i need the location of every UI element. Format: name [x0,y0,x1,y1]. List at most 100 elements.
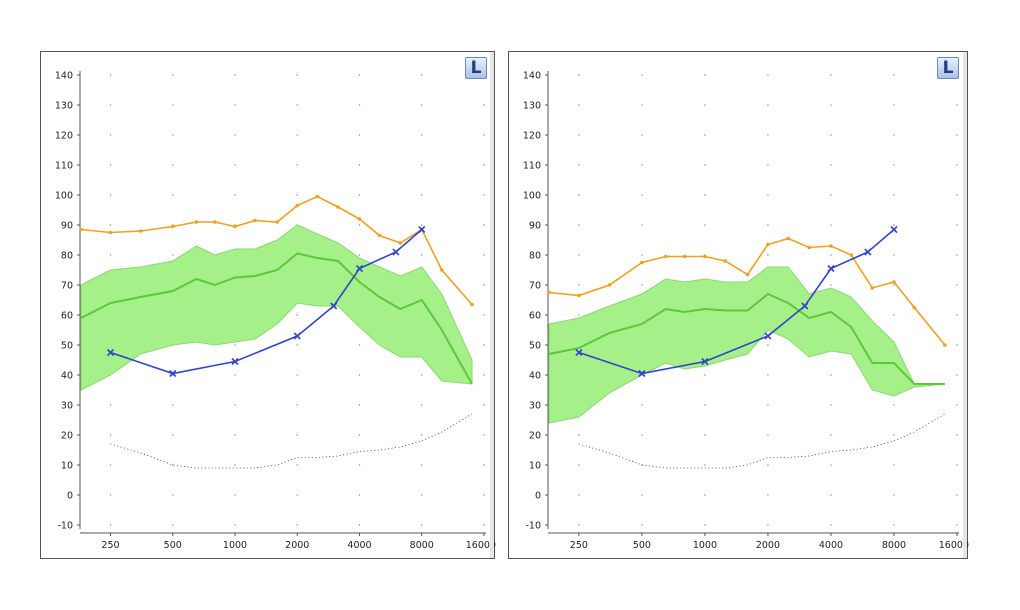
y-tick-label: 40 [529,371,541,382]
grid-dot [641,74,643,76]
y-tick-label: 10 [529,461,541,472]
grid-dot [421,104,423,106]
y-tick-label: 90 [529,221,541,232]
grid-dot [109,524,112,526]
grid-dot [234,74,236,76]
grid-dot [704,464,706,466]
orange-point [829,244,833,248]
x-tick-label: 4000 [347,540,371,551]
grid-dot [704,404,706,406]
orange-point [943,343,947,347]
grid-dot [172,254,174,256]
grid-dot [172,464,174,466]
grid-dot [704,434,706,436]
grid-dot [641,404,643,406]
orange-point [336,205,340,209]
output-orange-line [548,237,946,346]
grid-dot [956,134,958,136]
grid-dot [421,164,423,166]
grid-dot [109,164,112,166]
grid-dot [641,284,643,286]
grid-dot [296,494,298,496]
orange-point [766,242,770,247]
y-tick-label: 70 [529,281,541,292]
grid-dot [641,194,643,196]
grid-dot [704,374,706,376]
x-tick-label: 16000 [939,540,969,551]
grid-dot [421,434,423,436]
grid-dot [483,374,485,376]
grid-dot [421,74,423,76]
scrollbar-right[interactable] [963,52,967,558]
grid-dot [172,434,174,436]
chart-panel-left: 140 130 120 110 100 90 80 70 60 50 40 30 20 10 0 -10 250… [40,51,496,559]
grid-dot [578,524,580,526]
grid-dot [893,524,895,526]
grid-dot [296,524,298,526]
ear-badge-right[interactable]: L [937,57,959,79]
grid-dot [704,194,706,196]
grid-dot [956,314,958,316]
scrollbar-left[interactable] [490,52,494,558]
grid-dot [296,104,298,106]
grid-dot [956,164,958,166]
orange-point [138,229,143,233]
grid-dot [830,104,832,106]
y-tick-label: -10 [525,521,541,532]
grid-dot [704,134,706,136]
grid-dot [830,434,832,436]
grid-dot [893,494,895,496]
grid-dot [578,464,580,466]
grid-dot [767,104,769,106]
grid-dot [704,494,706,496]
grid-dot [578,224,580,226]
grid-dot [767,194,769,196]
y-tick-label: 120 [523,131,541,142]
grid-dot [704,74,706,76]
grid-dot [767,374,769,376]
grid-dot [893,194,895,196]
grid-dot [578,134,580,136]
ear-badge-left[interactable]: L [465,57,487,79]
grid-dot [172,164,174,166]
grid-dot [421,374,423,376]
orange-point [607,283,612,287]
orange-point [577,293,581,298]
orange-point [194,220,199,224]
y-tick-label: 110 [55,161,73,172]
grid-dot [578,434,580,436]
grid-dot [578,164,580,166]
grid-dot [421,194,423,196]
orange-point [682,254,687,259]
y-tick-label: 80 [61,251,73,262]
grid-dot [578,104,580,106]
grid-dot [358,224,361,226]
grid-dot [296,314,298,316]
grid-dot [767,254,769,256]
grid-dot [641,164,643,166]
grid-dot [483,524,485,526]
y-tick-label: 120 [55,131,73,142]
grid-dot [234,344,236,346]
grid-dot [767,164,769,166]
grid-dot [234,164,236,166]
x-tick-label: 16000 [466,540,496,551]
grid-dot [830,404,832,406]
y-tick-label: 140 [55,71,73,82]
grid-dot [358,164,361,166]
grid-dot [296,74,298,76]
grid-dot [296,194,298,196]
grid-dot [483,104,485,106]
grid-dot [296,464,298,466]
blue-x-marker [330,302,338,310]
y-tick-label: 130 [523,101,541,112]
grid-dot [830,164,832,166]
blue-x-marker [827,264,835,273]
y-tick-label: 60 [529,311,541,322]
blue-x-marker [890,225,898,234]
grid-dot [893,74,895,76]
x-tick-label: 250 [570,540,588,551]
grid-dot [358,344,361,346]
grid-dot [172,494,174,496]
grid-dot [109,224,112,226]
